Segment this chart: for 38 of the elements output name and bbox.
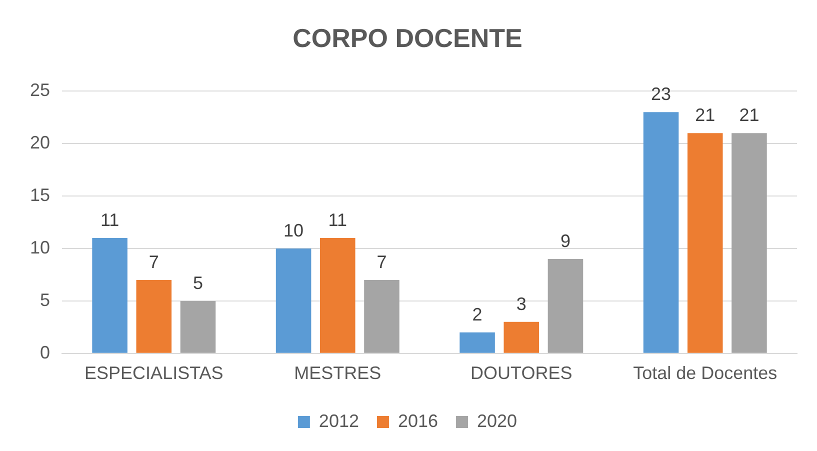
bar: [276, 248, 312, 353]
data-label: 9: [560, 230, 570, 251]
legend-label: 2012: [318, 410, 359, 431]
bar: [364, 280, 400, 353]
data-label: 7: [376, 252, 387, 272]
y-tick-label: 15: [30, 185, 50, 206]
bar: [548, 259, 584, 353]
legend-label: 2016: [398, 410, 438, 431]
bar: [687, 133, 723, 353]
bar: [320, 238, 356, 353]
data-label: 2: [472, 304, 482, 324]
data-label: 5: [192, 272, 203, 293]
chart-title: CORPO DOCENTE: [292, 22, 522, 53]
data-label: 21: [695, 105, 716, 126]
bar: [460, 332, 495, 353]
bar: [732, 133, 767, 353]
data-label: 3: [516, 294, 526, 314]
x-tick-label: DOUTORES: [470, 363, 572, 384]
y-tick-label: 5: [40, 290, 50, 310]
bar: [92, 238, 128, 353]
data-label: 7: [148, 252, 159, 272]
data-label: 11: [100, 210, 120, 230]
data-label: 11: [328, 210, 347, 230]
y-tick-label: 10: [30, 237, 50, 258]
x-tick-label: Total de Docentes: [633, 363, 778, 384]
y-tick-label: 20: [30, 132, 50, 153]
bar: [180, 300, 216, 353]
bar: [643, 112, 679, 353]
data-label: 21: [739, 105, 760, 126]
data-label: 23: [651, 84, 672, 104]
y-tick-label: 0: [40, 342, 50, 362]
legend-label: 2020: [477, 410, 518, 431]
data-label: 10: [284, 220, 304, 240]
x-tick-label: MESTRES: [294, 363, 382, 384]
x-tick-label: ESPECIALISTAS: [84, 363, 224, 384]
bar: [504, 322, 540, 353]
bar: [136, 280, 172, 353]
y-tick-label: 25: [30, 80, 50, 100]
